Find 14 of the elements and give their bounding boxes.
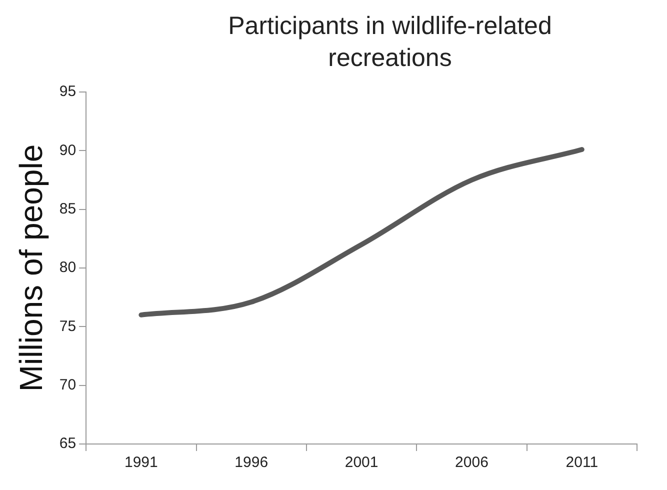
y-tick-label: 90 xyxy=(59,142,76,159)
y-tick-label: 65 xyxy=(59,435,76,452)
y-tick-label: 75 xyxy=(59,318,76,335)
x-tick-label: 2006 xyxy=(455,454,488,472)
y-tick-label: 95 xyxy=(59,83,76,100)
x-tick-label: 1991 xyxy=(124,454,158,472)
x-tick-label: 1996 xyxy=(234,454,268,472)
y-tick-label: 85 xyxy=(59,200,76,218)
y-tick-label: 70 xyxy=(59,376,76,394)
y-axis-title: Millions of people xyxy=(13,144,50,392)
chart-title: Participants in wildlife-related recreations xyxy=(227,11,553,74)
x-tick-label: 2011 xyxy=(566,454,598,472)
y-tick-label: 80 xyxy=(59,259,76,276)
x-tick-label: 2001 xyxy=(344,454,378,472)
